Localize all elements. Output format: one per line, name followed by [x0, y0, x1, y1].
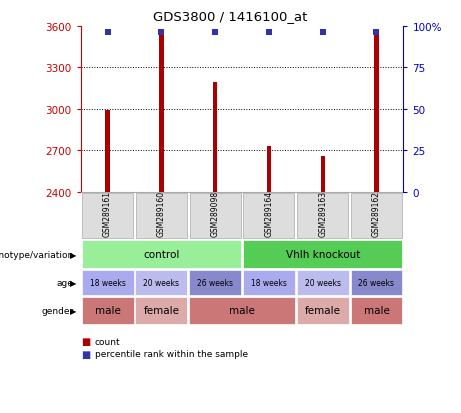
Text: male: male — [364, 306, 390, 316]
Text: count: count — [95, 337, 120, 346]
Text: male: male — [229, 306, 255, 316]
Text: ■: ■ — [81, 349, 90, 359]
Text: GSM289163: GSM289163 — [318, 190, 327, 236]
Text: GSM289160: GSM289160 — [157, 190, 166, 236]
Text: gender: gender — [41, 306, 74, 315]
Text: GSM289098: GSM289098 — [211, 190, 219, 236]
Text: ▶: ▶ — [70, 250, 76, 259]
Bar — [267, 147, 271, 192]
Text: 26 weeks: 26 weeks — [197, 278, 233, 287]
Text: control: control — [143, 249, 179, 259]
Bar — [159, 32, 164, 192]
Text: GDS3800 / 1416100_at: GDS3800 / 1416100_at — [154, 10, 307, 23]
Text: 18 weeks: 18 weeks — [89, 278, 125, 287]
Text: GSM289164: GSM289164 — [265, 190, 273, 236]
Text: percentile rank within the sample: percentile rank within the sample — [95, 349, 248, 358]
Text: GSM289162: GSM289162 — [372, 190, 381, 236]
Text: age: age — [57, 278, 74, 287]
Text: 20 weeks: 20 weeks — [305, 278, 341, 287]
Text: 20 weeks: 20 weeks — [143, 278, 179, 287]
Bar — [320, 156, 325, 192]
Text: female: female — [305, 306, 341, 316]
Bar — [213, 83, 217, 192]
Text: Vhlh knockout: Vhlh knockout — [285, 249, 360, 259]
Text: ■: ■ — [81, 337, 90, 347]
Text: genotype/variation: genotype/variation — [0, 250, 74, 259]
Text: ▶: ▶ — [70, 278, 76, 287]
Text: female: female — [143, 306, 179, 316]
Text: 26 weeks: 26 weeks — [359, 278, 395, 287]
Text: ▶: ▶ — [70, 306, 76, 315]
Bar — [106, 111, 110, 192]
Text: GSM289161: GSM289161 — [103, 190, 112, 236]
Bar — [374, 32, 378, 192]
Text: 18 weeks: 18 weeks — [251, 278, 287, 287]
Text: male: male — [95, 306, 120, 316]
